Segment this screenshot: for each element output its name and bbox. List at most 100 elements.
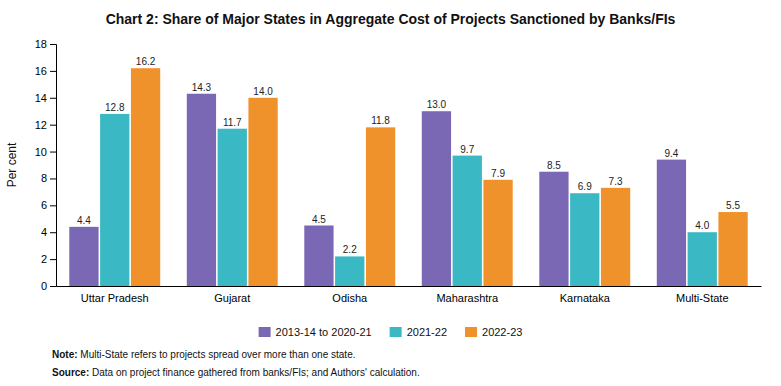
y-tick-mark <box>50 44 56 45</box>
data-label: 9.7 <box>460 144 474 155</box>
y-tick: 10 <box>35 146 56 158</box>
bar <box>718 212 747 286</box>
bar-series <box>69 94 686 286</box>
x-tick-label: Maharashtra <box>436 292 499 304</box>
data-label: 7.9 <box>491 168 505 179</box>
legend: 2013-14 to 2020-21 2021-22 2022-23 <box>259 326 523 338</box>
bar <box>304 226 333 287</box>
legend-swatch <box>390 327 402 337</box>
chart-svg: Chart 2: Share of Major States in Aggreg… <box>0 0 781 386</box>
annotation: Source: Data on project finance gathered… <box>52 367 420 378</box>
data-label: 13.0 <box>427 99 447 110</box>
data-label: 11.8 <box>371 115 390 126</box>
annotation-prefix: Source: <box>52 367 89 378</box>
x-tick: Karnataka <box>560 292 611 304</box>
bar <box>218 129 247 286</box>
x-tick: Uttar Pradesh <box>81 292 149 304</box>
bar <box>657 160 686 286</box>
x-tick-label: Multi-State <box>676 292 729 304</box>
bar <box>131 68 160 286</box>
y-tick: 0 <box>41 280 56 292</box>
x-axis-line <box>57 286 762 287</box>
x-tick-label: Uttar Pradesh <box>81 292 149 304</box>
data-label: 4.0 <box>695 220 709 231</box>
data-labels: 4.4 14.3 4.5 13.0 8.5 9.4 12.8 11.7 2.2 9.7 6.9 4.0… <box>77 56 740 255</box>
y-tick: 8 <box>41 172 56 184</box>
y-tick-label: 18 <box>35 38 47 50</box>
y-tick: 6 <box>41 199 56 211</box>
y-tick: 12 <box>35 119 56 131</box>
bar-series <box>131 68 748 286</box>
y-tick-label: 0 <box>41 280 47 292</box>
data-label: 2.2 <box>343 244 357 255</box>
x-tick: Maharashtra <box>436 292 499 304</box>
y-tick-mark <box>50 178 56 179</box>
x-tick-label: Odisha <box>332 292 368 304</box>
data-label: 11.7 <box>223 117 242 128</box>
y-tick: 4 <box>41 226 56 238</box>
bar-series <box>100 114 717 286</box>
title: Chart 2: Share of Major States in Aggreg… <box>106 11 676 27</box>
legend-swatch <box>259 327 271 337</box>
data-label: 8.5 <box>547 160 561 171</box>
data-label: 6.9 <box>578 181 592 192</box>
bar <box>100 114 129 286</box>
chart-container: Chart 2: Share of Major States in Aggreg… <box>0 0 781 386</box>
data-label: 12.8 <box>105 102 125 113</box>
bar <box>601 188 630 286</box>
data-label: 7.3 <box>609 176 623 187</box>
y-tick-label: 10 <box>35 146 47 158</box>
bar <box>688 232 717 286</box>
annotation-body: Data on project finance gathered from ba… <box>89 367 419 378</box>
legend-label: 2013-14 to 2020-21 <box>276 326 372 338</box>
legend-swatch <box>465 327 477 337</box>
annotation: Note: Multi-State refers to projects spr… <box>52 349 355 360</box>
x-axis: Uttar Pradesh Gujarat Odisha Maharashtra Kar… <box>57 287 762 304</box>
bar <box>335 256 364 286</box>
y-axis-line <box>50 45 57 287</box>
bar <box>69 227 98 286</box>
y-tick: 16 <box>35 65 56 77</box>
y-tick: 18 <box>35 38 56 50</box>
plot-area: 0 2 4 6 8 10 12 14 16 18 Per cent Uttar Pradesh Guja… <box>5 38 762 304</box>
legend-item: 2021-22 <box>390 326 447 338</box>
bar <box>187 94 216 286</box>
y-tick-label: 8 <box>41 172 47 184</box>
x-tick: Gujarat <box>214 292 250 304</box>
y-tick-label: 6 <box>41 199 47 211</box>
bar <box>422 111 451 286</box>
bar <box>483 180 512 286</box>
x-tick: Odisha <box>332 292 368 304</box>
annotation-prefix: Note: <box>52 349 78 360</box>
bar <box>248 98 277 286</box>
bar <box>453 156 482 286</box>
data-label: 5.5 <box>726 200 740 211</box>
y-tick-mark <box>50 152 56 153</box>
y-tick-mark <box>50 98 56 99</box>
x-tick: Multi-State <box>676 292 729 304</box>
y-axis: 0 2 4 6 8 10 12 14 16 18 <box>35 38 57 292</box>
legend-item: 2013-14 to 2020-21 <box>259 326 372 338</box>
y-tick-label: 2 <box>41 253 47 265</box>
y-tick-label: 12 <box>35 119 47 131</box>
data-label: 4.4 <box>77 215 91 226</box>
y-tick-mark <box>50 205 56 206</box>
y-tick-mark <box>50 259 56 260</box>
annotation-body: Multi-State refers to projects spread ov… <box>78 349 356 360</box>
data-label: 14.3 <box>192 82 212 93</box>
legend-label: 2022-23 <box>482 326 522 338</box>
y-tick-label: 14 <box>35 92 47 104</box>
y-tick-label: 16 <box>35 65 47 77</box>
data-label: 4.5 <box>312 214 326 225</box>
y-tick-mark <box>50 232 56 233</box>
x-tick-label: Karnataka <box>560 292 611 304</box>
legend-label: 2021-22 <box>407 326 447 338</box>
y-tick: 2 <box>41 253 56 265</box>
data-label: 16.2 <box>136 56 156 67</box>
y-axis-title: Per cent <box>5 142 19 187</box>
bar <box>570 193 599 286</box>
data-label: 9.4 <box>664 148 678 159</box>
bars <box>69 68 747 286</box>
y-tick: 14 <box>35 92 56 104</box>
x-tick-label: Gujarat <box>214 292 250 304</box>
